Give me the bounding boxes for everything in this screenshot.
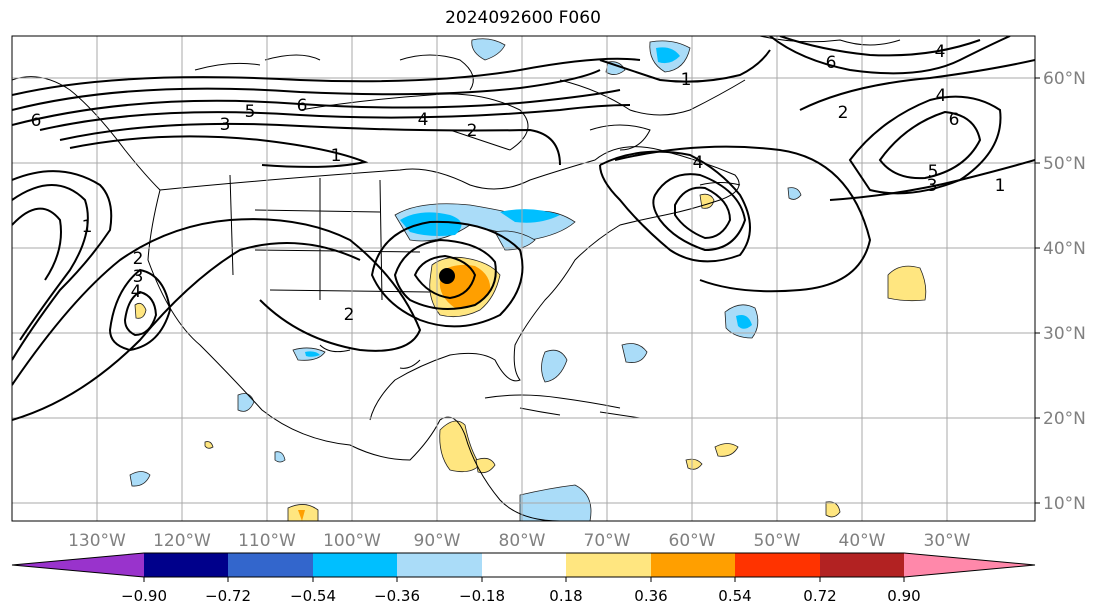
colorbar-tick-label: −0.36 [374, 587, 420, 605]
colorbar: −0.90 −0.72 −0.54 −0.36 −0.18 0.18 0.36 … [12, 553, 1035, 605]
colorbar-tick-label: 0.18 [549, 587, 582, 605]
lat-label: 40°N [1043, 239, 1086, 259]
map-panel: 6 3 5 6 4 2 1 1 2 3 4 2 1 6 4 2 4 6 5 3 … [12, 36, 1035, 521]
storm-center-marker [439, 268, 455, 284]
lat-ticks [1035, 78, 1040, 503]
colorbar-extend-min [12, 553, 144, 577]
contour-label: 1 [995, 176, 1006, 196]
colorbar-segment [820, 553, 904, 577]
lon-label: 80°W [499, 531, 546, 551]
lat-label: 50°N [1043, 154, 1086, 174]
lon-label: 120°W [153, 531, 211, 551]
colorbar-segment [735, 553, 820, 577]
contour-label: 5 [245, 102, 256, 122]
lat-label: 60°N [1043, 69, 1086, 89]
contour-label: 3 [927, 176, 938, 196]
colorbar-segment [313, 553, 397, 577]
contour-label: 4 [418, 110, 429, 130]
contour-label: 1 [681, 70, 692, 90]
contour-label: 4 [935, 42, 946, 62]
contour-label: 1 [82, 217, 93, 237]
colorbar-segment [397, 553, 482, 577]
lon-label: 30°W [924, 531, 971, 551]
colorbar-segment [651, 553, 735, 577]
colorbar-tick-label: 0.54 [718, 587, 751, 605]
contour-label: 6 [31, 111, 42, 131]
contour-label: 4 [936, 86, 947, 106]
lon-labels: 130°W 120°W 110°W 100°W 90°W 80°W 70°W 6… [68, 531, 971, 551]
colorbar-segment [228, 553, 313, 577]
lon-label: 110°W [238, 531, 296, 551]
colorbar-tick-label: 0.72 [803, 587, 836, 605]
colorbar-segment [144, 553, 228, 577]
contour-label: 2 [344, 305, 355, 325]
lon-label: 130°W [68, 531, 126, 551]
contour-label: 2 [467, 121, 478, 141]
colorbar-extend-max [904, 553, 1035, 577]
contour-label: 2 [133, 249, 144, 269]
colorbar-tick-label: 0.36 [634, 587, 667, 605]
colorbar-tick-label: −0.54 [290, 587, 336, 605]
lat-label: 30°N [1043, 324, 1086, 344]
contour-label: 3 [220, 115, 231, 135]
colorbar-tick-label: 0.90 [887, 587, 920, 605]
contour-label: 6 [949, 110, 960, 130]
lon-label: 100°W [323, 531, 381, 551]
contour-label: 2 [838, 103, 849, 123]
colorbar-segment [566, 553, 651, 577]
lon-label: 50°W [754, 531, 801, 551]
lat-label: 20°N [1043, 409, 1086, 429]
lon-label: 40°W [839, 531, 886, 551]
contour-label: 6 [826, 53, 837, 73]
colorbar-tick-label: −0.72 [205, 587, 251, 605]
colorbar-tick-label: −0.18 [459, 587, 505, 605]
lon-label: 60°W [669, 531, 716, 551]
contour-label: 4 [131, 282, 142, 302]
lon-label: 90°W [414, 531, 461, 551]
contour-label: 1 [331, 146, 342, 166]
lat-labels: 60°N 50°N 40°N 30°N 20°N 10°N [1043, 69, 1086, 514]
lon-label: 70°W [584, 531, 631, 551]
colorbar-segment [482, 553, 566, 577]
contour-label: 4 [693, 153, 704, 173]
contour-label: 6 [297, 96, 308, 116]
colorbar-tick-label: −0.90 [121, 587, 167, 605]
lat-label: 10°N [1043, 494, 1086, 514]
